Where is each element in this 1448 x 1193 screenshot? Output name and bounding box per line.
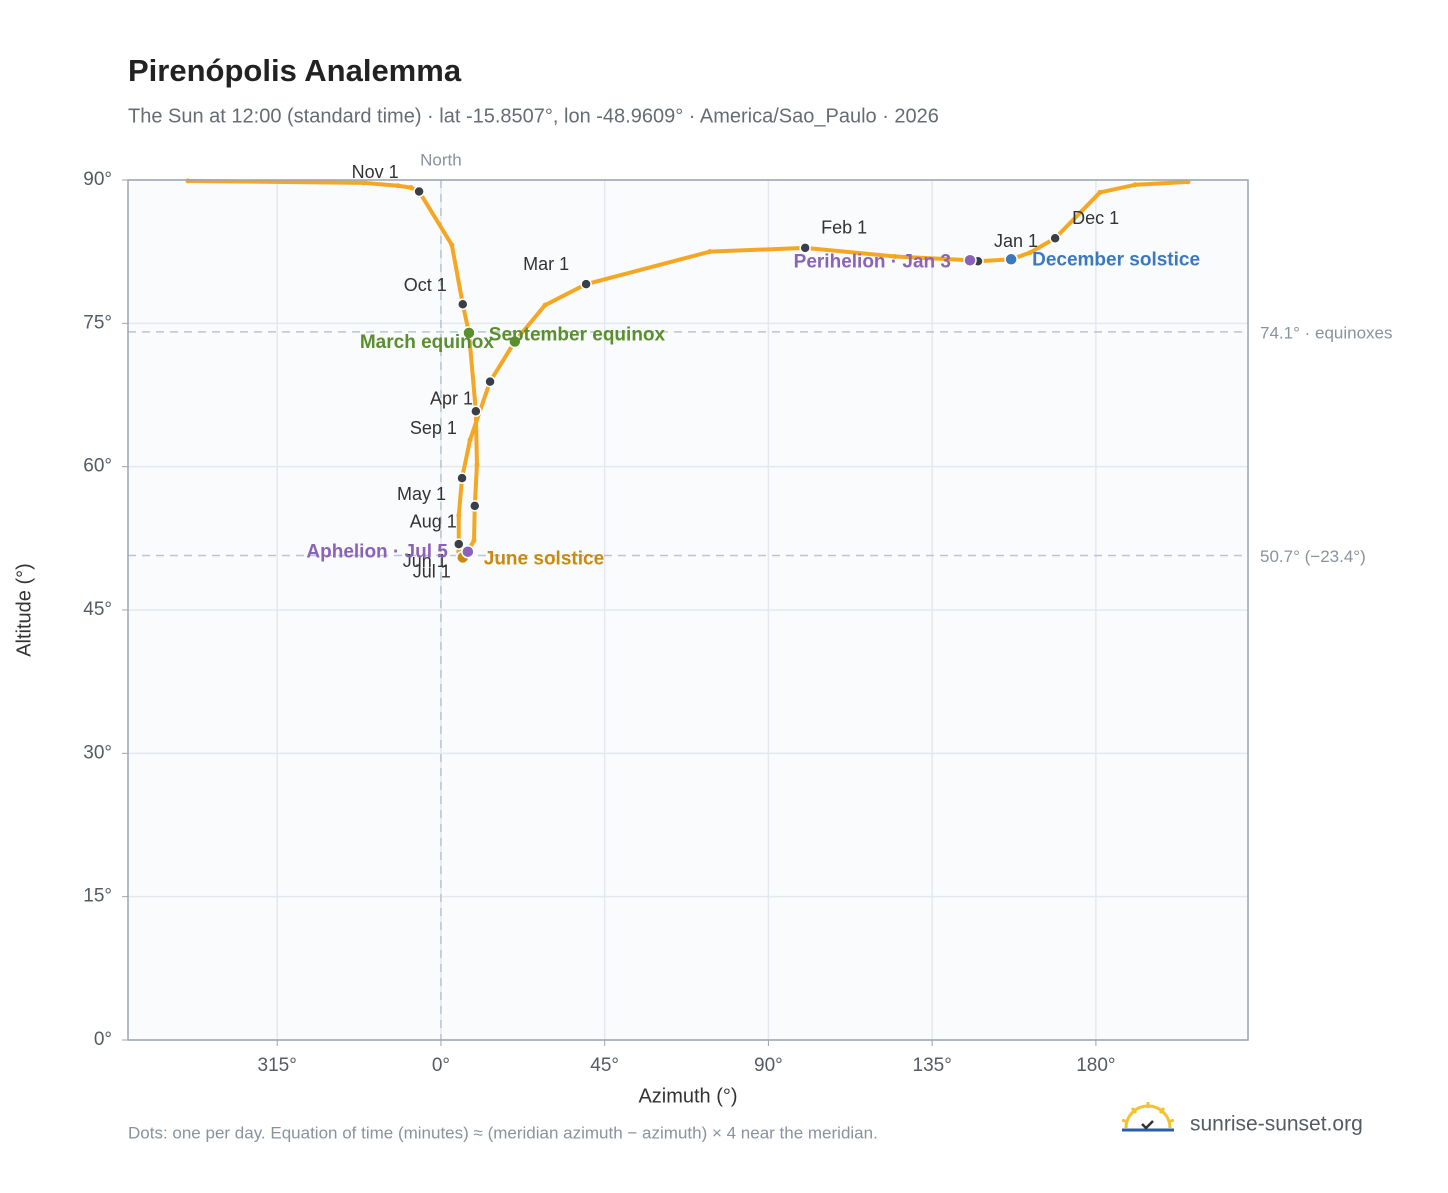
day-dot — [185, 178, 191, 184]
brand-logo — [1121, 1102, 1175, 1132]
y-tick-label: 45° — [83, 599, 112, 620]
marker-label: Feb 1 — [821, 218, 867, 238]
marker — [580, 278, 592, 290]
x-tick-label: 180° — [1076, 1055, 1115, 1076]
marker — [469, 500, 481, 512]
marker-label: May 1 — [397, 484, 446, 504]
marker-label: June solstice — [484, 548, 604, 569]
marker — [963, 253, 977, 268]
reference-lines: 74.1° · equinoxes 50.7° (−23.4°) North — [128, 150, 1393, 1040]
day-dot — [707, 249, 713, 255]
marker-label: Aphelion · Jul 5 — [306, 542, 448, 563]
y-tick-label: 75° — [83, 312, 112, 333]
marker-label: Nov 1 — [352, 162, 399, 182]
x-tick-label: 0° — [432, 1055, 450, 1076]
day-dot — [408, 185, 414, 191]
marker — [457, 298, 469, 310]
day-dot — [449, 242, 455, 248]
x-axis-title: Azimuth (°) — [638, 1085, 737, 1107]
marker — [508, 334, 522, 349]
day-dot — [542, 302, 548, 308]
reference-label: North — [420, 150, 462, 169]
marker — [470, 405, 482, 417]
marker — [453, 538, 465, 550]
day-dot — [467, 437, 473, 443]
marker — [1049, 232, 1061, 245]
brand: sunrise-sunset.org — [1190, 1113, 1363, 1136]
marker-label: Jan 1 — [994, 231, 1038, 251]
day-dot — [1097, 189, 1103, 195]
day-dot — [456, 512, 462, 518]
day-dot — [892, 253, 898, 259]
y-tick-label: 30° — [83, 742, 112, 763]
marker-label: Jul 1 — [413, 561, 451, 581]
marker-label: March equinox — [360, 332, 495, 353]
marker-label: Jun 1 — [403, 551, 447, 571]
marker — [1004, 252, 1018, 267]
marker — [413, 185, 425, 198]
marker-label: Oct 1 — [404, 275, 447, 295]
marker — [799, 242, 811, 254]
x-tick-label: 45° — [590, 1055, 619, 1076]
marker — [462, 326, 476, 340]
marker-label: Sep 1 — [410, 418, 457, 438]
y-axis-title: Altitude (°) — [13, 563, 35, 657]
marker-label: Apr 1 — [430, 388, 473, 408]
x-tick-label: 315° — [258, 1055, 297, 1076]
y-tick-label: 15° — [83, 886, 112, 907]
day-dot — [474, 462, 480, 468]
marker-label: Aug 1 — [410, 512, 457, 532]
marker-label: September equinox — [489, 325, 666, 346]
reference-label: 74.1° · equinoxes — [1260, 323, 1393, 342]
grid: 0° 15° 30° 45° 60° 75° 90° 315° 0° 45° 90° 135° 180° — [83, 169, 1248, 1076]
day-dot — [1027, 250, 1033, 256]
marker — [461, 544, 475, 559]
day-dot — [471, 537, 477, 543]
y-tick-label: 0° — [94, 1029, 112, 1050]
day-dot — [361, 180, 367, 186]
reference-label: 50.7° (−23.4°) — [1260, 547, 1366, 566]
x-tick-label: 90° — [754, 1055, 783, 1076]
y-tick-label: 60° — [83, 456, 112, 477]
marker-label: Mar 1 — [523, 254, 569, 274]
marker-label: December solstice — [1032, 249, 1200, 270]
day-dot — [1132, 182, 1138, 188]
day-dot — [395, 183, 401, 189]
footnote: Dots: one per day. Equation of time (min… — [128, 1123, 878, 1142]
x-tick-label: 135° — [913, 1055, 952, 1076]
y-tick-label: 90° — [83, 169, 112, 190]
marker-label: Dec 1 — [1072, 208, 1119, 228]
marker — [484, 375, 496, 388]
marker-label: Perihelion · Jan 3 — [794, 251, 951, 272]
marker — [456, 472, 468, 484]
chart-title: Pirenópolis Analemma — [128, 53, 462, 88]
plot-border — [127, 179, 1249, 1041]
chart-subtitle: The Sun at 12:00 (standard time) · lat -… — [128, 105, 939, 127]
